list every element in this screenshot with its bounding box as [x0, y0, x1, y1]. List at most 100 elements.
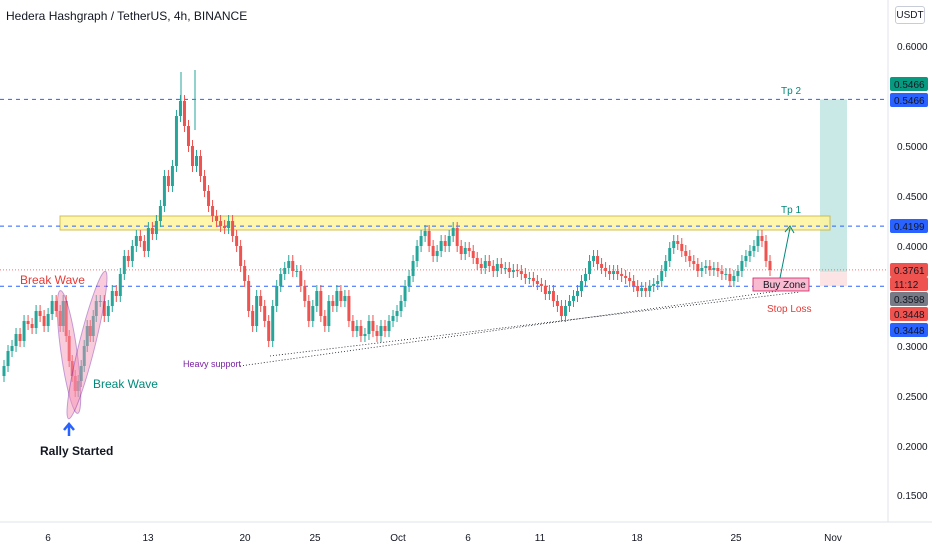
y-tick-label: 0.4000 [897, 242, 928, 253]
candle-body [367, 321, 371, 334]
x-tick-label: Oct [390, 533, 406, 544]
resistance-zone [59, 215, 831, 231]
candle-body [50, 301, 54, 314]
candle-body [142, 241, 146, 251]
candle-body [227, 221, 231, 228]
x-tick-label: 25 [309, 533, 321, 544]
candle-body [122, 256, 126, 274]
candle-body [88, 326, 92, 336]
candle-body [495, 264, 499, 271]
x-tick-label: 6 [465, 533, 471, 544]
currency-button[interactable]: USDT [895, 6, 925, 24]
candle-body [547, 291, 551, 294]
candle-body [18, 334, 22, 341]
candle-body [652, 284, 656, 286]
candle-body [42, 316, 46, 326]
candle-body [732, 276, 736, 281]
candle-body [311, 306, 315, 321]
candle-body [628, 278, 632, 281]
candle-body [728, 274, 732, 281]
candle-body [736, 271, 740, 276]
candle-body [287, 261, 291, 268]
candle-body [54, 301, 58, 311]
candle-body [519, 271, 523, 274]
candle-body [608, 271, 612, 274]
candle-body [411, 261, 415, 276]
entry-price-tag: 0.3598 [894, 295, 925, 306]
candle-body [347, 296, 351, 321]
candle-body [375, 331, 379, 336]
candle-body [379, 326, 383, 336]
stop-price-tag: 0.3448 [894, 310, 925, 321]
candle-body [499, 264, 503, 268]
support-trendline [239, 287, 801, 367]
stop-price-tag-bg [890, 307, 928, 321]
tp1-label: Tp 1 [781, 205, 801, 216]
y-tick-label: 0.2500 [897, 392, 928, 403]
candle-body [427, 231, 431, 246]
take-profit-zone [820, 99, 847, 273]
candle-body [648, 286, 652, 291]
candle-body [551, 291, 555, 301]
tp2-label: Tp 2 [781, 86, 801, 97]
rally-started-label: Rally Started [40, 444, 113, 458]
candle-countdown-tag: 11:12 [894, 280, 919, 291]
tp2-axis-tag: 0.5466 [894, 96, 925, 107]
y-tick-label: 0.6000 [897, 42, 928, 53]
candle-body [660, 271, 664, 281]
candle-body [415, 246, 419, 261]
candle-body [680, 244, 684, 251]
candle-body [150, 228, 154, 234]
candle-body [307, 301, 311, 321]
candle-body [215, 216, 219, 221]
break-wave-ellipse-left [56, 290, 82, 414]
candle-body [203, 176, 207, 191]
candle-body [343, 296, 347, 301]
target-arrow-icon [779, 225, 795, 279]
candle-body [399, 301, 403, 311]
candle-body [22, 321, 26, 341]
candle-body [700, 268, 704, 271]
candle-body [170, 166, 174, 186]
candle-body [688, 256, 692, 261]
candle-body [676, 241, 680, 244]
candle-body [335, 291, 339, 306]
candle-body [223, 226, 227, 228]
candle-body [94, 301, 98, 316]
candle-body [756, 236, 760, 246]
rally-arrow-icon [63, 422, 75, 436]
candle-body [543, 286, 547, 294]
candle-body [247, 281, 251, 311]
candle-body [174, 116, 178, 166]
candle-body [656, 281, 660, 284]
tp1-axis-tag: 0.4199 [894, 222, 925, 233]
candle-body [371, 321, 375, 331]
candle-body [46, 314, 50, 326]
candle-body [259, 296, 263, 306]
candle-body [559, 306, 563, 316]
candle-body [255, 296, 259, 326]
candle-body [359, 326, 363, 336]
candle-body [295, 271, 299, 272]
candle-body [351, 321, 355, 331]
candle-body [199, 156, 203, 176]
candle-body [34, 311, 38, 328]
candle-body [712, 268, 716, 270]
candle-body [279, 274, 283, 286]
candle-body [467, 248, 471, 251]
candle-body [716, 268, 720, 271]
candle-body [303, 286, 307, 301]
candle-body [30, 324, 34, 328]
candle-body [539, 284, 543, 286]
candle-body [243, 266, 247, 281]
candle-body [419, 236, 423, 246]
candle-body [435, 251, 439, 256]
candle-body [596, 256, 600, 264]
candle-body [38, 311, 42, 316]
candle-body [162, 176, 166, 206]
candle-body [2, 366, 6, 376]
candle-body [182, 101, 186, 126]
candle-body [531, 278, 535, 281]
